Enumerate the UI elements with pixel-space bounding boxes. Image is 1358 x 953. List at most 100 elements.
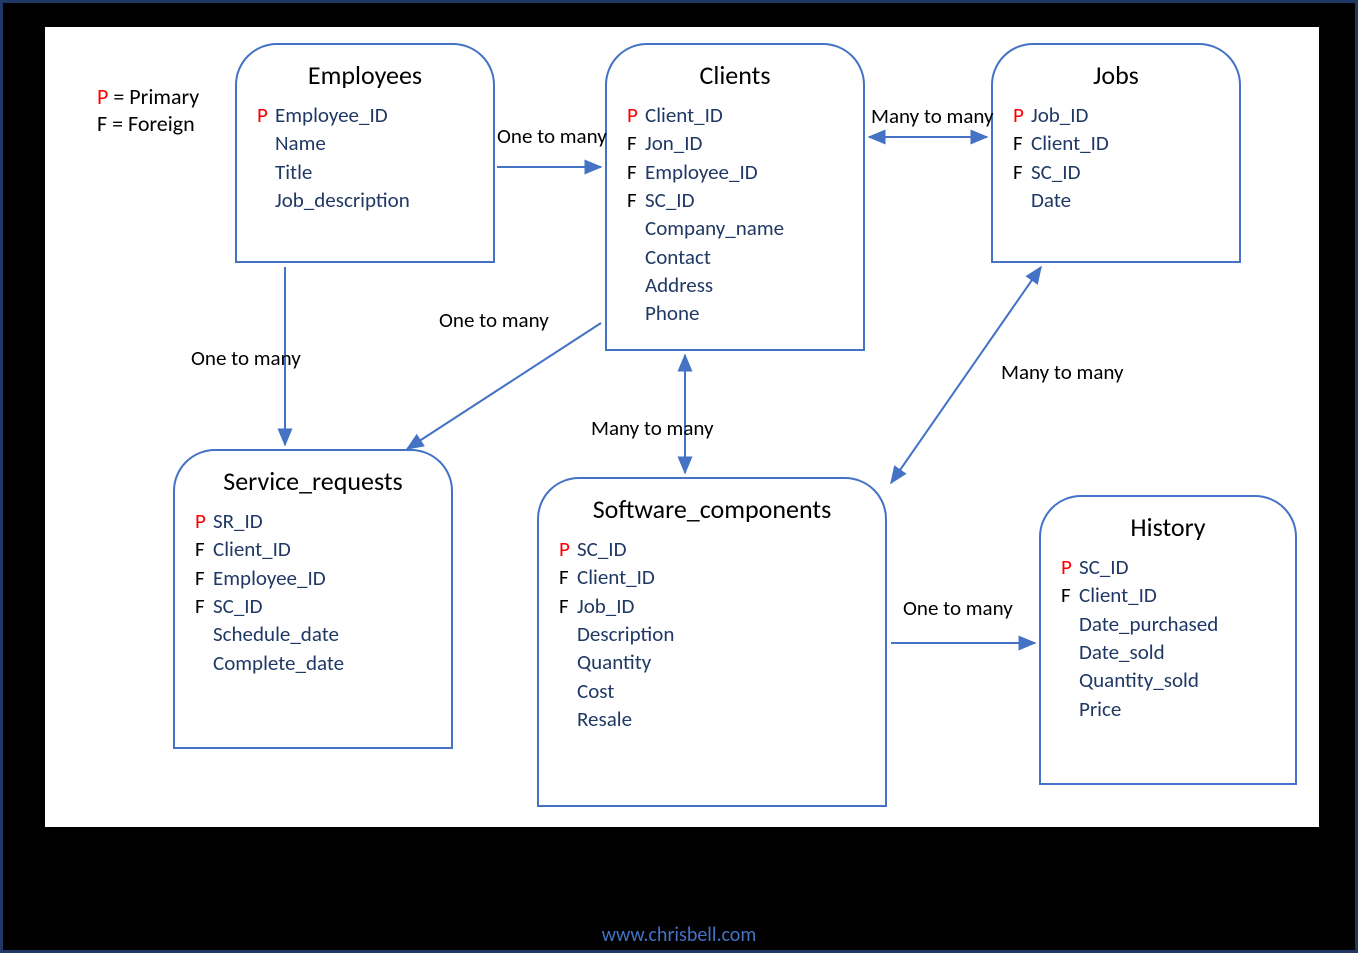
- relationship-label: One to many: [439, 307, 549, 333]
- attr-row: Price: [1061, 695, 1275, 723]
- attr-row: FJob_ID: [559, 592, 865, 620]
- attr-name: Contact: [645, 244, 711, 270]
- attr-row: Schedule_date: [195, 620, 431, 648]
- attr-name: Quantity: [577, 649, 651, 675]
- entity-attrs: PEmployee_IDNameTitleJob_description: [257, 101, 473, 214]
- primary-key-marker: P: [559, 535, 577, 563]
- entity-clients: ClientsPClient_IDFJon_IDFEmployee_IDFSC_…: [605, 43, 865, 351]
- attr-name: Schedule_date: [213, 621, 339, 647]
- attr-name: SC_ID: [577, 536, 627, 562]
- attr-name: SC_ID: [1031, 159, 1081, 185]
- attr-name: Client_ID: [1031, 130, 1109, 156]
- entity-attrs: PSC_IDFClient_IDDate_purchasedDate_soldQ…: [1061, 553, 1275, 723]
- footer-link[interactable]: www.chrisbell.com: [3, 923, 1355, 947]
- attr-row: FEmployee_ID: [195, 564, 431, 592]
- foreign-key-marker: F: [1013, 129, 1031, 157]
- entity-software_components: Software_componentsPSC_IDFClient_IDFJob_…: [537, 477, 887, 807]
- attr-name: Job_description: [275, 187, 410, 213]
- attr-row: PSC_ID: [559, 535, 865, 563]
- attr-name: Date: [1031, 187, 1071, 213]
- entity-jobs: JobsPJob_IDFClient_IDFSC_IDDate: [991, 43, 1241, 263]
- primary-key-marker: P: [1061, 553, 1079, 581]
- foreign-key-marker: F: [559, 563, 577, 591]
- attr-row: FClient_ID: [1061, 581, 1275, 609]
- attr-row: Job_description: [257, 186, 473, 214]
- attr-row: FSC_ID: [195, 592, 431, 620]
- attr-name: Jon_ID: [645, 130, 702, 156]
- attr-name: SC_ID: [213, 593, 263, 619]
- foreign-key-marker: F: [195, 592, 213, 620]
- attr-row: PSC_ID: [1061, 553, 1275, 581]
- foreign-key-marker: F: [1013, 158, 1031, 186]
- attr-row: Complete_date: [195, 649, 431, 677]
- attr-name: Address: [645, 272, 713, 298]
- primary-key-marker: P: [195, 507, 213, 535]
- attr-row: Quantity_sold: [1061, 666, 1275, 694]
- attr-name: Date_sold: [1079, 639, 1165, 665]
- attr-name: Employee_ID: [275, 102, 388, 128]
- diagram-panel: P = Primary F = Foreign Employees P Employ…: [45, 27, 1319, 827]
- attr-name: Title: [275, 159, 312, 185]
- entity-title: Employees: [257, 59, 473, 91]
- legend-foreign: F = Foreign: [97, 110, 199, 137]
- primary-key-marker: P: [1013, 101, 1031, 129]
- attr-name: Name: [275, 130, 326, 156]
- entity-service_requests: Service_requests PSR_IDFClient_IDFEmploye…: [173, 449, 453, 749]
- foreign-key-marker: F: [559, 592, 577, 620]
- relationship-label: One to many: [191, 345, 301, 371]
- legend-p-text: = Primary: [108, 83, 199, 110]
- footer-line-1: Each ENTITY has a primary key which is a…: [3, 841, 1355, 865]
- foreign-key-marker: F: [195, 564, 213, 592]
- attr-name: Job_ID: [577, 593, 634, 619]
- attr-name: Client_ID: [645, 102, 723, 128]
- attr-name: Client_ID: [213, 536, 291, 562]
- entity-title: Service_requests: [195, 465, 431, 497]
- attr-row: Description: [559, 620, 865, 648]
- connector-clients-sr: [407, 323, 601, 449]
- attr-name: Employee_ID: [213, 565, 326, 591]
- attr-name: Company_name: [645, 215, 784, 241]
- attr-name: Price: [1079, 696, 1121, 722]
- attr-name: Client_ID: [1079, 582, 1157, 608]
- relationship-label: Many to many: [871, 103, 994, 129]
- attr-row: Cost: [559, 677, 865, 705]
- attr-row: Contact: [627, 243, 843, 271]
- entity-history: HistoryPSC_IDFClient_IDDate_purchasedDat…: [1039, 495, 1297, 785]
- attr-row: Quantity: [559, 648, 865, 676]
- foreign-key-marker: F: [1061, 581, 1079, 609]
- attr-row: FJon_ID: [627, 129, 843, 157]
- attr-row: FClient_ID: [559, 563, 865, 591]
- foreign-key-marker: F: [627, 158, 645, 186]
- legend-f-symbol: F: [97, 110, 107, 137]
- attr-row: FSC_ID: [1013, 158, 1219, 186]
- relationship-label: Many to many: [591, 415, 714, 441]
- attr-row: Title: [257, 158, 473, 186]
- legend-p-symbol: P: [97, 83, 108, 110]
- attr-name: Description: [577, 621, 674, 647]
- entity-title: Jobs: [1013, 59, 1219, 91]
- attr-name: Employee_ID: [645, 159, 758, 185]
- entity-attrs: PSR_IDFClient_IDFEmployee_IDFSC_IDSchedu…: [195, 507, 431, 677]
- entity-attrs: PJob_IDFClient_IDFSC_IDDate: [1013, 101, 1219, 214]
- attr-row: Name: [257, 129, 473, 157]
- primary-key-marker: P: [627, 101, 645, 129]
- attr-row: FClient_ID: [1013, 129, 1219, 157]
- attr-row: Date: [1013, 186, 1219, 214]
- entity-attrs: PClient_IDFJon_IDFEmployee_IDFSC_IDCompa…: [627, 101, 843, 328]
- key-legend: P = Primary F = Foreign: [97, 83, 199, 137]
- attr-name: Cost: [577, 678, 614, 704]
- entity-title: History: [1061, 511, 1275, 543]
- attr-row: Company_name: [627, 214, 843, 242]
- attr-row: FClient_ID: [195, 535, 431, 563]
- attr-row: FSC_ID: [627, 186, 843, 214]
- attr-name: Date_purchased: [1079, 611, 1218, 637]
- attr-name: Client_ID: [577, 564, 655, 590]
- attr-row: PClient_ID: [627, 101, 843, 129]
- foreign-key-marker: F: [627, 186, 645, 214]
- attr-name: Resale: [577, 706, 632, 732]
- entity-title: Software_components: [559, 493, 865, 525]
- legend-primary: P = Primary: [97, 83, 199, 110]
- relationship-label: One to many: [497, 123, 607, 149]
- attr-row: PJob_ID: [1013, 101, 1219, 129]
- legend-f-text: = Foreign: [107, 110, 195, 137]
